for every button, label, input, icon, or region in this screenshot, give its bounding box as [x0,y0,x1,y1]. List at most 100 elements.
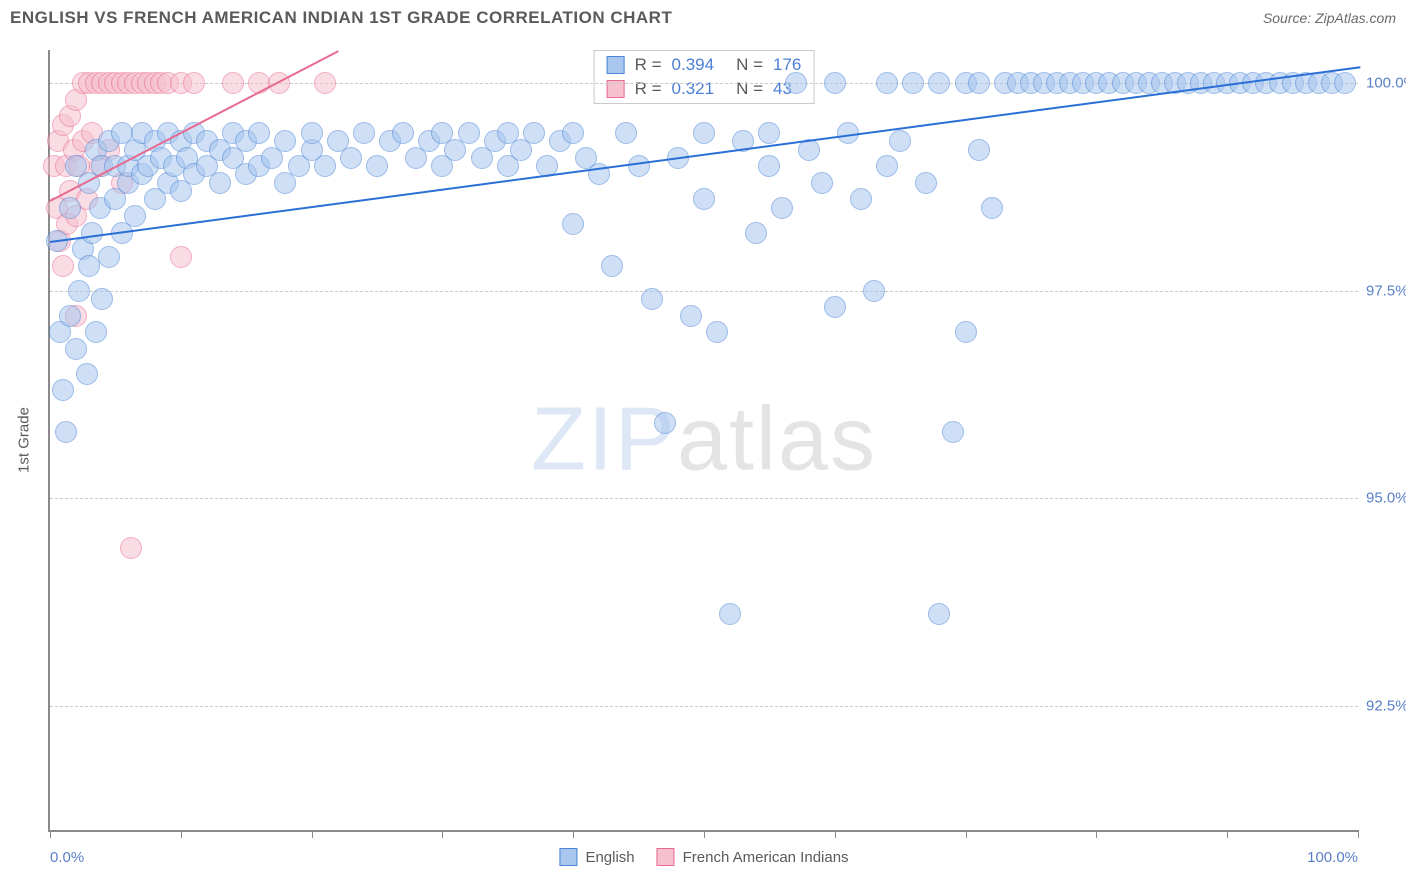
english-point [968,72,990,94]
french-point [120,537,142,559]
english-point [68,280,90,302]
english-point [641,288,663,310]
plot-area: 1st Grade ZIPatlas 0.0% 100.0% R =0.394N… [48,50,1358,832]
source-credit: Source: ZipAtlas.com [1263,10,1396,26]
y-tick-label: 95.0% [1366,490,1406,507]
english-point [758,122,780,144]
x-tick [442,830,443,838]
english-point [693,188,715,210]
english-point [915,172,937,194]
english-point [863,280,885,302]
legend-swatch [657,848,675,866]
english-point [85,321,107,343]
y-tick-label: 97.5% [1366,282,1406,299]
x-tick [1096,830,1097,838]
english-point [52,379,74,401]
series-legend: English French American Indians [559,848,848,866]
english-point [301,122,323,144]
english-point [392,122,414,144]
english-point [562,122,584,144]
english-point [248,122,270,144]
chart-container: 1st Grade ZIPatlas 0.0% 100.0% R = 0.394 N… [10,40,1396,882]
watermark-atlas: atlas [677,390,877,490]
english-point [65,338,87,360]
english-point [274,130,296,152]
english-point [876,155,898,177]
english-point [601,255,623,277]
english-point [981,197,1003,219]
n-label: N = [736,79,763,99]
gridline [50,498,1358,499]
x-tick [835,830,836,838]
french-point [183,72,205,94]
chart-title: ENGLISH VS FRENCH AMERICAN INDIAN 1ST GR… [10,8,672,28]
english-point [902,72,924,94]
english-point [209,172,231,194]
english-point [615,122,637,144]
english-point [1334,72,1356,94]
english-point [59,197,81,219]
english-point [889,130,911,152]
x-tick [704,830,705,838]
english-point [523,122,545,144]
english-point [706,321,728,343]
legend-label: English [585,849,634,866]
english-point [785,72,807,94]
english-point [81,222,103,244]
english-point [824,72,846,94]
english-point [628,155,650,177]
english-point [340,147,362,169]
english-point [76,363,98,385]
legend-row: R =0.321N =43 [603,77,806,101]
english-point [758,155,780,177]
x-tick [181,830,182,838]
english-point [124,205,146,227]
english-point [98,246,120,268]
english-point [850,188,872,210]
x-tick [50,830,51,838]
french-point [314,72,336,94]
english-point [745,222,767,244]
r-label: R = [635,55,662,75]
watermark-zip: ZIP [531,390,677,490]
english-point [771,197,793,219]
english-point [314,155,336,177]
legend-item-english: English [559,848,634,866]
english-point [693,122,715,144]
english-point [942,421,964,443]
english-point [824,296,846,318]
english-point [562,213,584,235]
english-point [680,305,702,327]
french-point [222,72,244,94]
correlation-legend: R =0.394N =176R =0.321N =43 [594,50,815,104]
french-point [52,255,74,277]
legend-label: French American Indians [683,849,849,866]
source-name: ZipAtlas.com [1315,10,1396,26]
legend-row: R =0.394N =176 [603,53,806,77]
legend-item-french: French American Indians [657,848,849,866]
legend-swatch [607,56,625,74]
french-point [170,246,192,268]
english-point [458,122,480,144]
gridline [50,291,1358,292]
x-axis-min-label: 0.0% [50,849,84,866]
x-tick [966,830,967,838]
x-tick [573,830,574,838]
r-label: R = [635,79,662,99]
header: ENGLISH VS FRENCH AMERICAN INDIAN 1ST GR… [0,0,1406,34]
x-axis-max-label: 100.0% [1307,849,1358,866]
y-axis-title: 1st Grade [16,407,33,473]
english-point [55,421,77,443]
x-tick [1227,830,1228,838]
source-prefix: Source: [1263,10,1315,26]
n-label: N = [736,55,763,75]
english-point [928,72,950,94]
english-point [955,321,977,343]
r-value: 0.394 [672,55,715,75]
legend-swatch [559,848,577,866]
english-point [654,412,676,434]
english-point [719,603,741,625]
x-tick [1358,830,1359,838]
r-value: 0.321 [672,79,715,99]
y-tick-label: 92.5% [1366,697,1406,714]
